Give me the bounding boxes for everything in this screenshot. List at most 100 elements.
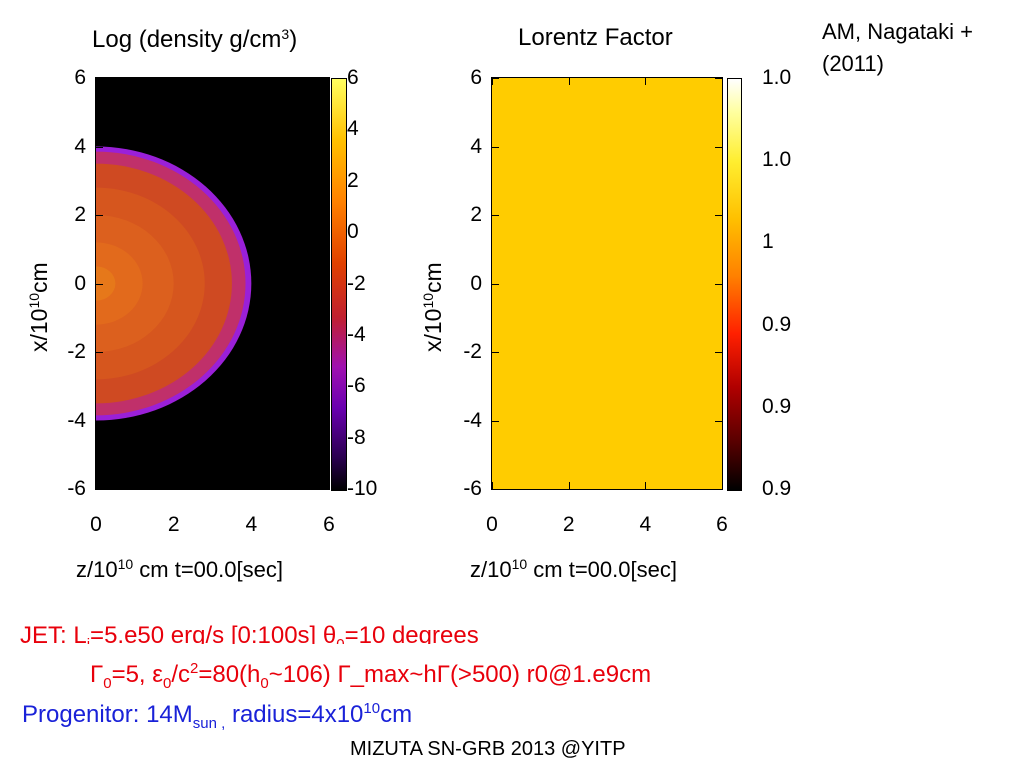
- density-plot-area: [96, 78, 329, 489]
- density-plot-frame: [95, 77, 330, 490]
- density-shell: [96, 242, 143, 325]
- reference-year: (2011): [822, 51, 884, 76]
- density-colorbar-tick-label: 2: [347, 168, 359, 192]
- lorentz-x-axis-label: z/1010 cm t=00.0[sec]: [470, 556, 677, 582]
- lorentz-y-tick-mark: [492, 283, 499, 285]
- lorentz-y-tick-mark: [492, 352, 499, 353]
- lorentz-y-tick-mark: [715, 78, 722, 79]
- lorentz-y-tick-label: 2: [470, 203, 482, 226]
- lorentz-y-tick-label: -6: [463, 477, 482, 500]
- density-colorbar-tick-label: -4: [347, 322, 366, 346]
- lorentz-x-tick-mark: [645, 78, 647, 85]
- density-colorbar-tick-label: 6: [347, 66, 359, 89]
- density-y-tick-mark: [322, 489, 329, 490]
- lorentz-y-tick-label: -4: [463, 408, 482, 432]
- lorentz-y-tick-label: 4: [470, 134, 482, 158]
- lorentz-colorbar-tick-label: 1.0: [762, 148, 792, 172]
- lorentz-y-tick-mark: [715, 489, 722, 490]
- density-y-tick-mark: [322, 283, 329, 285]
- density-panel-title: Log (density g/cm3): [92, 26, 298, 53]
- lorentz-y-tick-mark: [715, 352, 722, 353]
- footer-credit: MIZUTA SN-GRB 2013 @YITP: [350, 738, 626, 760]
- reference-authors: AM, Nagataki +: [822, 19, 974, 44]
- lorentz-y-tick-mark: [715, 215, 722, 216]
- lorentz-x-tick-mark: [722, 482, 723, 489]
- lorentz-y-tick-mark: [492, 420, 499, 422]
- lorentz-colorbar-tick-label: 0.9: [762, 312, 792, 336]
- lorentz-x-tick-mark: [568, 482, 570, 489]
- lorentz-x-tick-mark: [568, 78, 570, 85]
- density-y-tick-mark: [96, 283, 103, 285]
- density-y-tick-mark: [96, 215, 103, 216]
- density-y-tick-mark: [322, 352, 329, 353]
- lorentz-y-tick-mark: [492, 489, 499, 490]
- density-y-tick-mark: [322, 146, 329, 148]
- lorentz-colorbar-tick-label: 1.0: [762, 66, 792, 89]
- lorentz-colorbar-tick-label: 1: [762, 230, 774, 254]
- lorentz-uniform-field: [492, 78, 722, 489]
- lorentz-x-tick-label: 4: [639, 513, 652, 536]
- density-y-tick-mark: [322, 420, 329, 422]
- density-y-tick-mark: [322, 215, 329, 216]
- progenitor-parameters: Progenitor: 14Msun , radius=4x1010cm: [22, 700, 413, 732]
- lorentz-x-tick-mark: [492, 78, 493, 85]
- density-y-tick-label: 2: [74, 203, 86, 226]
- density-heatmap: [96, 146, 252, 421]
- density-colorbar-tick-label: -10: [347, 477, 378, 500]
- density-y-tick-mark: [96, 78, 103, 79]
- density-colorbar-tick-label: -2: [347, 271, 366, 295]
- lorentz-y-tick-label: -2: [463, 340, 482, 363]
- lorentz-panel-title: Lorentz Factor: [518, 24, 673, 51]
- lorentz-x-tick-label: 0: [486, 513, 498, 536]
- density-y-tick-label: 0: [74, 271, 86, 295]
- density-y-tick-mark: [322, 78, 329, 79]
- lorentz-y-tick-label: 6: [470, 66, 482, 89]
- density-colorbar-tick-label: -6: [347, 374, 366, 398]
- lorentz-plot-frame: [491, 77, 723, 490]
- density-y-tick-mark: [96, 489, 103, 490]
- density-y-tick-label: 4: [74, 134, 86, 158]
- density-colorbar: [331, 78, 347, 491]
- lorentz-y-tick-label: 0: [470, 271, 482, 295]
- density-colorbar-tick-label: 0: [347, 220, 359, 244]
- lorentz-x-tick-mark: [492, 482, 493, 489]
- lorentz-colorbar: [727, 78, 742, 491]
- lorentz-plot-area: [492, 78, 722, 489]
- lorentz-y-tick-mark: [492, 146, 499, 148]
- density-x-tick-mark: [173, 482, 175, 489]
- density-x-tick-mark: [251, 78, 253, 85]
- density-y-tick-label: -6: [67, 477, 86, 500]
- density-y-tick-mark: [96, 146, 103, 148]
- density-shell: [96, 266, 116, 301]
- lorentz-y-tick-mark: [715, 146, 722, 148]
- density-x-tick-label: 4: [245, 513, 258, 536]
- lorentz-colorbar-tick-label: 0.9: [762, 394, 792, 418]
- density-x-tick-mark: [173, 78, 175, 85]
- density-x-tick-mark: [96, 482, 97, 489]
- density-x-tick-mark: [96, 78, 97, 85]
- gamma-parameters: Γ0=5, ε0/c2=80(h0~106) Γ_max~hΓ(>500) r0…: [90, 660, 652, 692]
- density-y-tick-label: -4: [67, 408, 86, 432]
- density-x-tick-label: 6: [323, 513, 335, 536]
- jet-parameters: JET: Lj=5.e50 erg/s [0:100s] θ0=10 degre…: [20, 622, 479, 644]
- density-x-tick-mark: [329, 482, 330, 489]
- density-y-tick-label: -2: [67, 340, 86, 363]
- reference-citation: AM, Nagataki + (2011): [822, 16, 973, 80]
- density-colorbar-tick-label: -8: [347, 425, 366, 449]
- lorentz-y-tick-mark: [715, 283, 722, 285]
- density-y-tick-mark: [96, 352, 103, 353]
- density-y-tick-mark: [96, 420, 103, 422]
- density-colorbar-tick-label: 4: [347, 117, 359, 141]
- lorentz-y-tick-mark: [715, 420, 722, 422]
- lorentz-heatmap: [492, 78, 722, 489]
- lorentz-y-tick-mark: [492, 78, 499, 79]
- lorentz-x-tick-label: 2: [562, 513, 575, 536]
- density-x-tick-mark: [329, 78, 330, 85]
- density-x-tick-label: 0: [90, 513, 102, 536]
- density-x-tick-label: 2: [167, 513, 180, 536]
- lorentz-y-tick-mark: [492, 215, 499, 216]
- lorentz-x-tick-mark: [722, 78, 723, 85]
- lorentz-colorbar-tick-label: 0.9: [762, 477, 792, 500]
- lorentz-x-tick-label: 6: [716, 513, 728, 536]
- density-y-tick-label: 6: [74, 66, 86, 89]
